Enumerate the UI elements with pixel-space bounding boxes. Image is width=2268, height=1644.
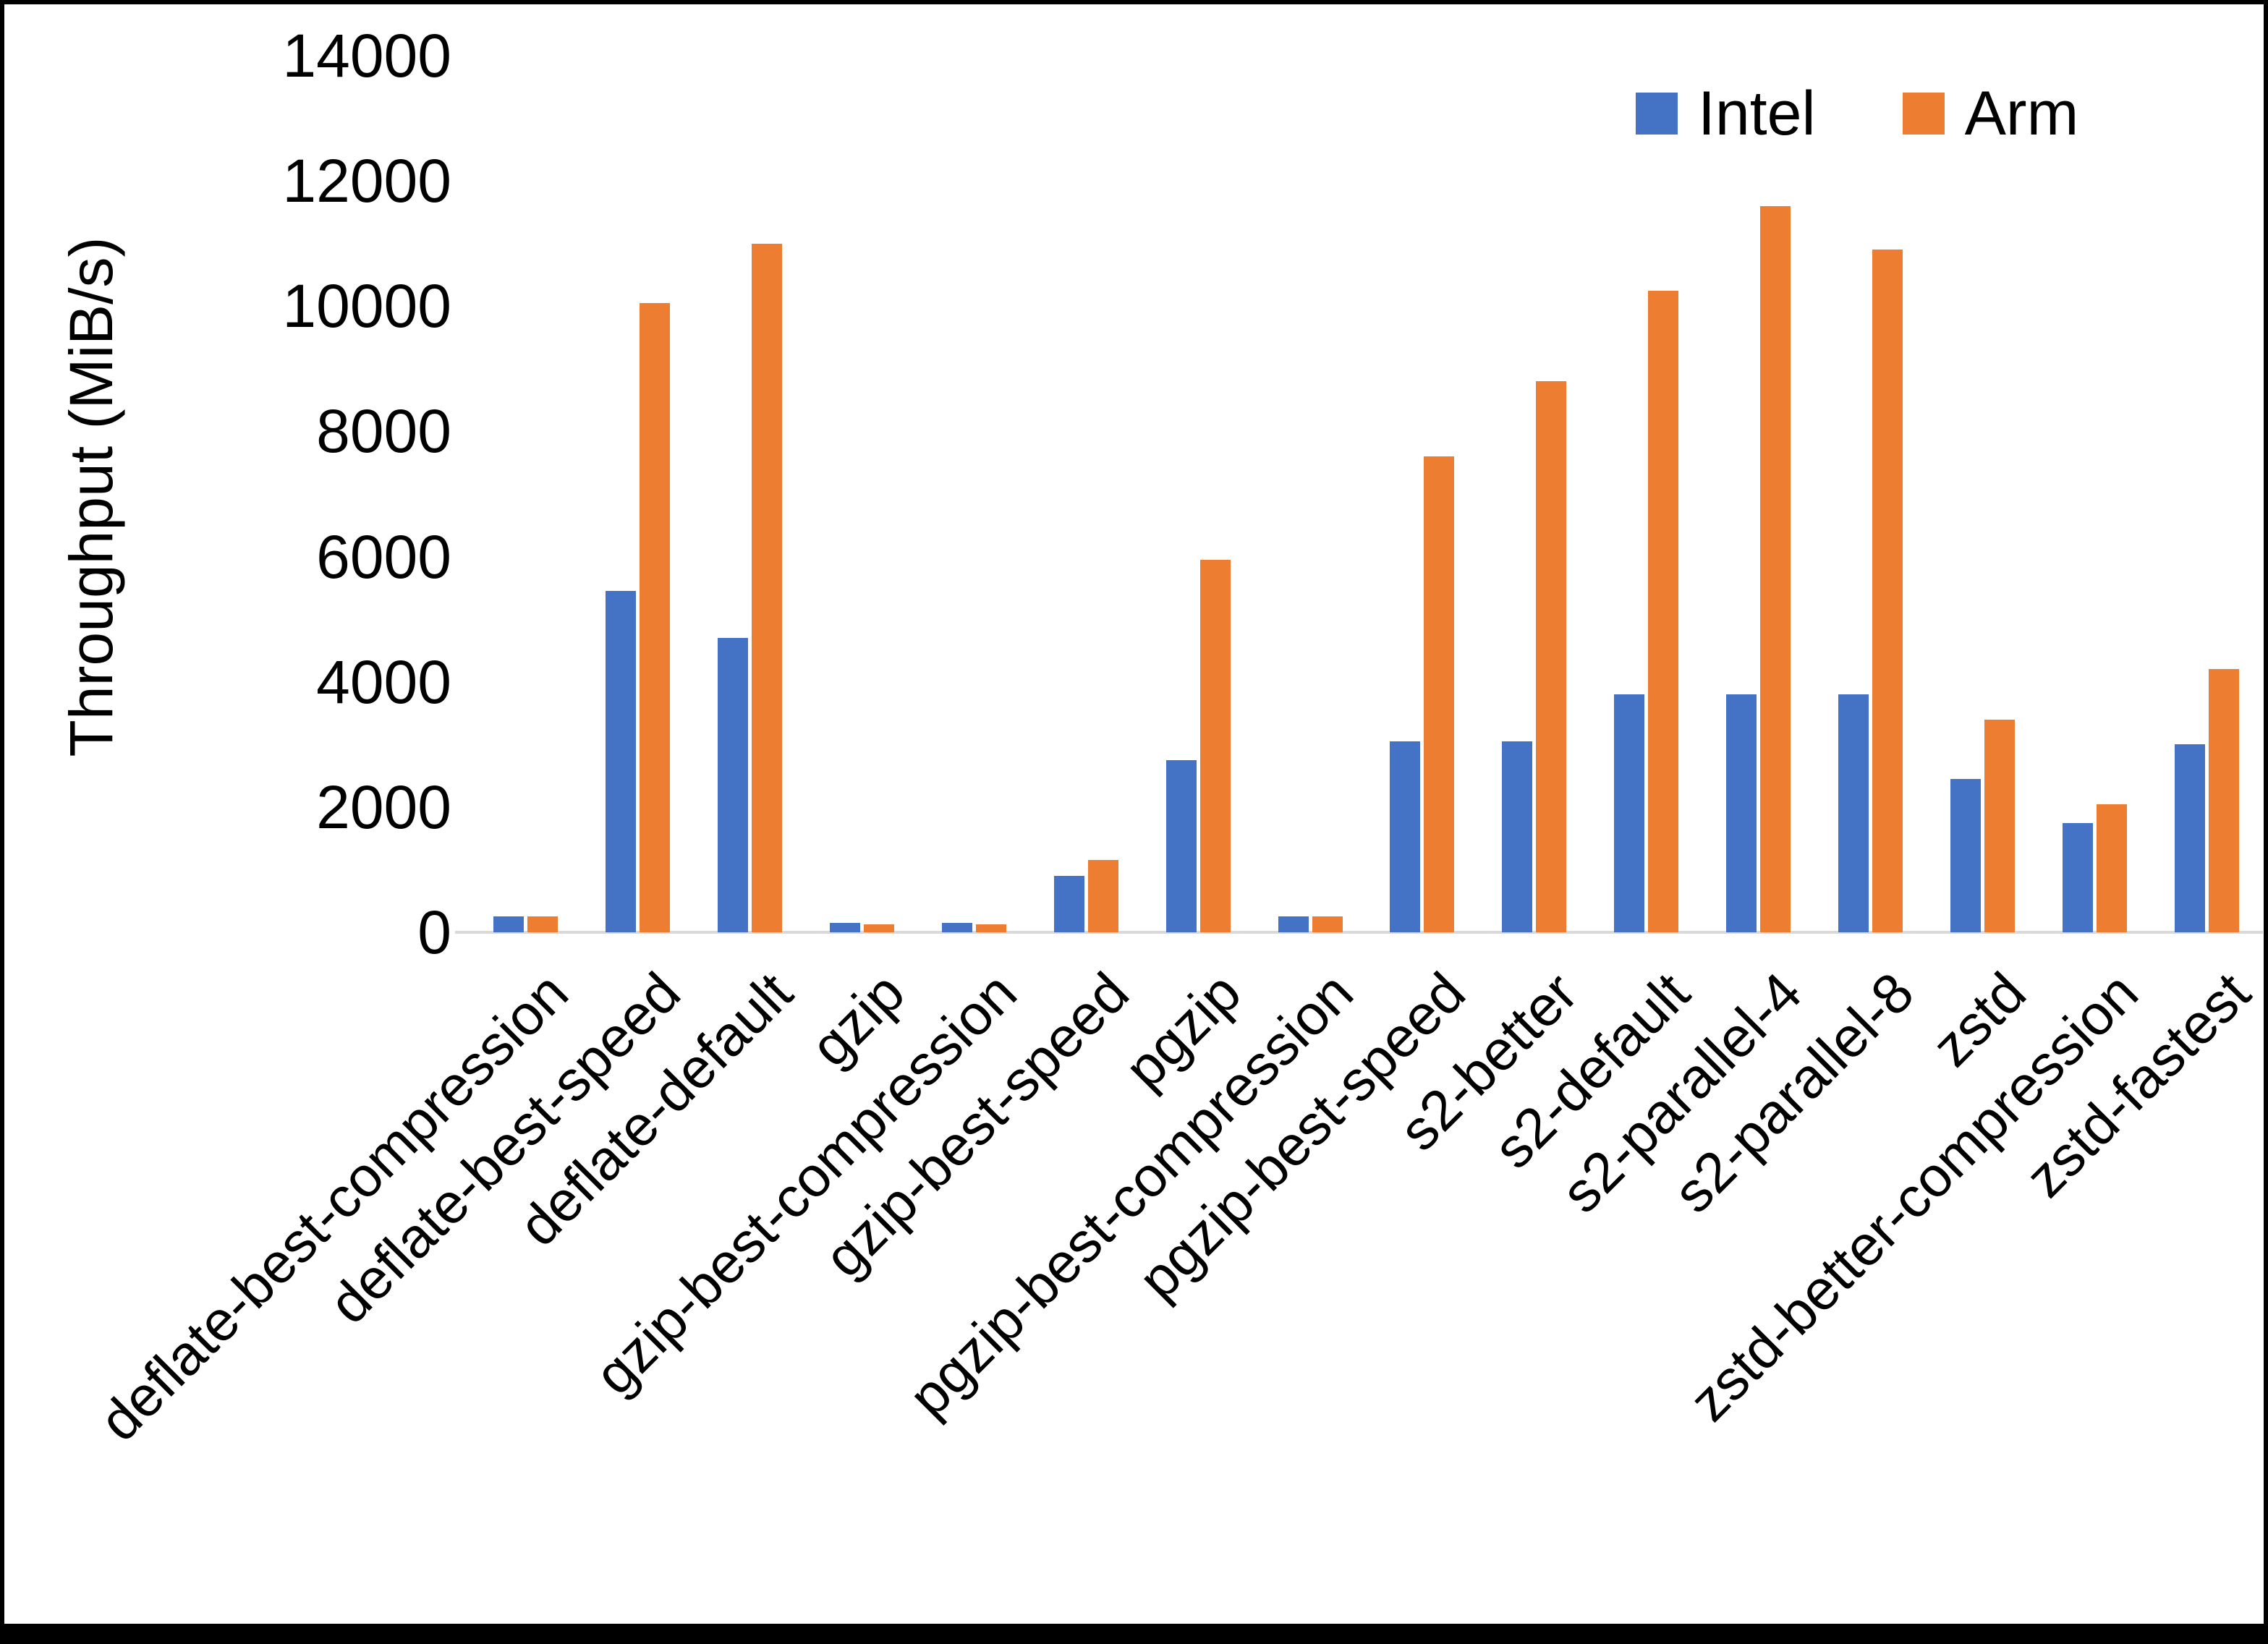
bar-intel [1278, 916, 1309, 932]
bar-arm [639, 302, 670, 932]
legend-label: Arm [1964, 79, 2079, 148]
bar-intel [941, 923, 972, 932]
bar-intel [1614, 694, 1645, 932]
legend-item-intel: Intel [1636, 82, 1816, 145]
y-tick-label: 12000 [282, 147, 451, 216]
y-tick-label: 6000 [316, 522, 451, 591]
bar-intel [493, 916, 524, 932]
legend-label: Intel [1698, 79, 1816, 148]
bar-intel [1053, 876, 1084, 932]
y-tick-label: 8000 [316, 397, 451, 466]
bar-arm [751, 243, 782, 932]
bar-arm [1536, 381, 1567, 932]
y-axis-title: Throughput (MiB/s) [57, 237, 125, 757]
y-tick-label: 14000 [282, 22, 451, 90]
legend-item-arm: Arm [1902, 79, 2079, 148]
bar-arm [863, 924, 894, 932]
bar-arm [1199, 559, 1231, 932]
bar-intel [1726, 694, 1757, 932]
bar-intel [1390, 741, 1421, 932]
legend: Intel Arm [1636, 82, 2078, 145]
bar-intel [2175, 744, 2206, 932]
bar-arm [975, 924, 1006, 932]
bar-arm [1312, 916, 1343, 932]
plot-area [455, 56, 2263, 934]
bar-arm [1424, 456, 1455, 932]
legend-swatch-arm [1902, 93, 1945, 135]
bar-arm [1984, 719, 2016, 932]
bar-intel [1950, 778, 1982, 932]
y-tick-label: 10000 [282, 272, 451, 341]
bar-arm [2209, 669, 2240, 932]
y-tick-label: 0 [417, 898, 451, 966]
legend-swatch-intel [1636, 93, 1678, 135]
bar-intel [1838, 694, 1869, 932]
bar-arm [1648, 290, 1679, 932]
bar-intel [1502, 741, 1533, 932]
bar-intel [829, 923, 860, 932]
bar-arm [527, 916, 558, 932]
bar-intel [717, 638, 748, 932]
y-tick-label: 4000 [316, 647, 451, 716]
x-axis-line [455, 931, 2263, 934]
bar-intel [1165, 759, 1197, 932]
bar-arm [1087, 860, 1118, 932]
y-tick-label: 2000 [316, 772, 451, 841]
bar-arm [1872, 250, 1903, 932]
bar-intel [605, 591, 636, 932]
bar-intel [2063, 822, 2094, 932]
bar-arm [1760, 205, 1791, 932]
bar-arm [2097, 804, 2128, 932]
